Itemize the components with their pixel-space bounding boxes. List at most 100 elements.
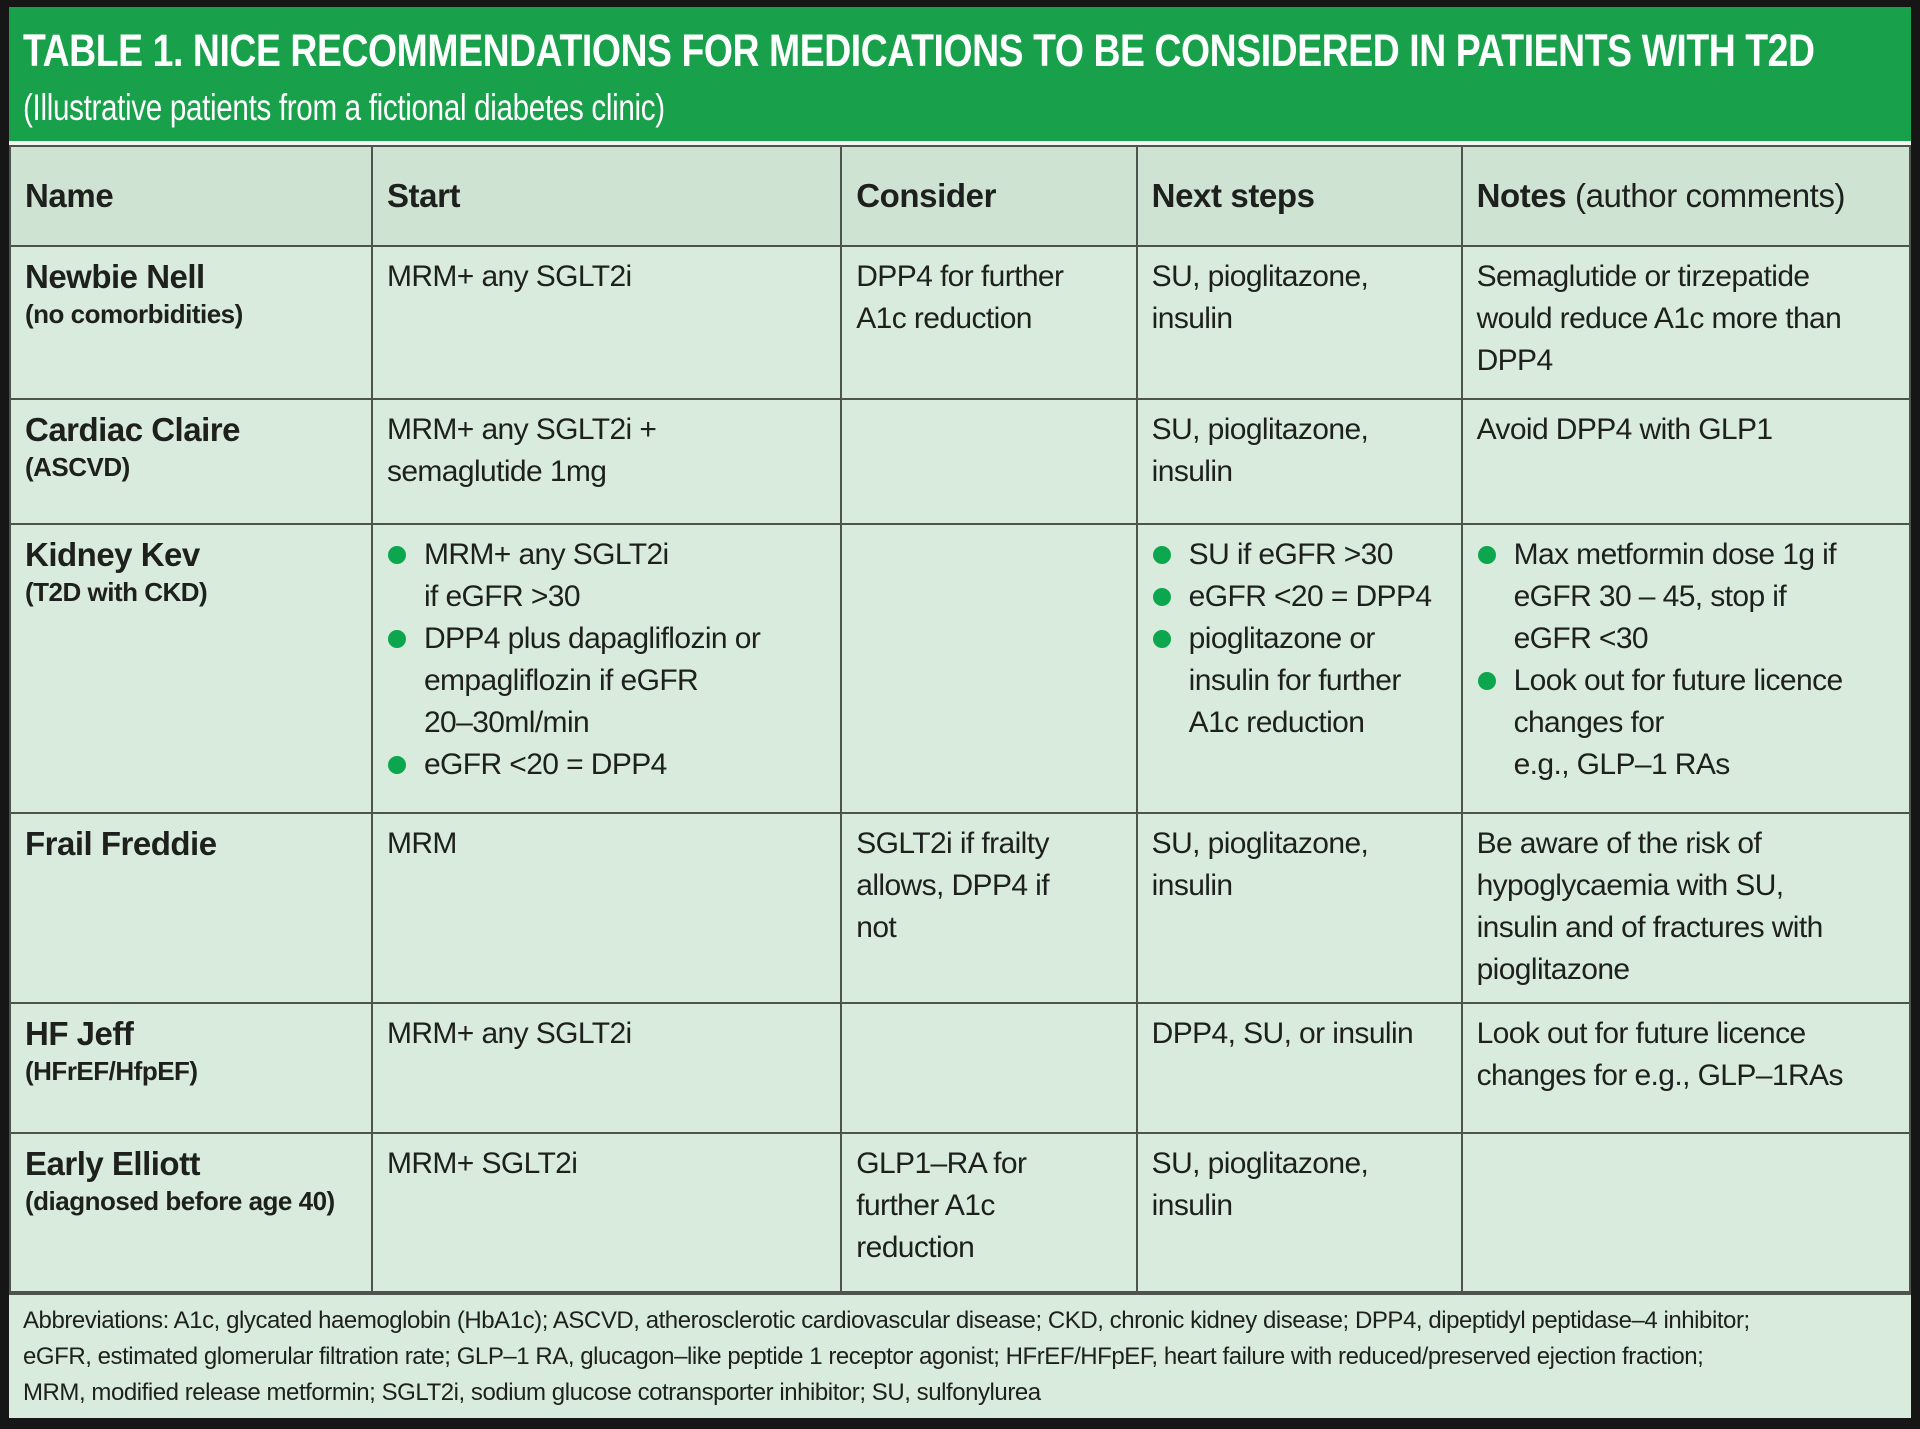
column-header-start-label: Start xyxy=(386,177,461,214)
bullet-text: Look out for future licence changes for … xyxy=(1513,664,1844,781)
cell-start: MRM+ SGLT2i xyxy=(370,1132,843,1293)
cell-patient: Frail Freddie xyxy=(9,812,373,1004)
column-header-consider-label: Consider xyxy=(856,177,997,214)
bullet-item: pioglitazone or insulin for further A1c … xyxy=(1152,618,1453,744)
cell-notes: Look out for future licence changes for … xyxy=(1460,1002,1912,1134)
cell-next-steps: SU, pioglitazone, insulin xyxy=(1135,245,1463,400)
cell-next-steps: SU if eGFR >30 eGFR <20 = DPP4 pioglitazon… xyxy=(1135,523,1463,814)
cell-text: MRM+ any SGLT2i + semaglutide 1mg xyxy=(386,413,657,488)
cell-next-steps: SU, pioglitazone, insulin xyxy=(1135,812,1463,1004)
bullet-text: MRM+ any SGLT2i if eGFR >30 xyxy=(423,538,669,613)
cell-text: Look out for future licence changes for … xyxy=(1476,1017,1844,1092)
cell-text: DPP4 for further A1c reduction xyxy=(856,260,1064,335)
bullet-dot-icon xyxy=(1477,672,1496,690)
cell-text: SU, pioglitazone, insulin xyxy=(1151,1147,1369,1222)
column-header-start: Start xyxy=(370,145,843,247)
cell-text: SU, pioglitazone, insulin xyxy=(1151,413,1369,488)
column-header-consider: Consider xyxy=(840,145,1138,247)
bullet-dot-icon xyxy=(1152,630,1171,648)
bullet-text: SU if eGFR >30 xyxy=(1188,538,1394,571)
patient-name: Cardiac Claire xyxy=(25,411,240,448)
bullet-item: SU if eGFR >30 xyxy=(1152,534,1453,576)
column-header-notes-suffix: (author comments) xyxy=(1566,177,1846,214)
cell-text: GLP1–RA for further A1c reduction xyxy=(856,1147,1027,1264)
abbreviations-footnote: Abbreviations: A1c, glycated haemoglobin… xyxy=(9,1293,1911,1418)
cell-notes: Be aware of the risk of hypoglycaemia wi… xyxy=(1460,812,1912,1004)
patient-name: Frail Freddie xyxy=(25,825,217,862)
column-header-name: Name xyxy=(9,145,373,247)
patient-qualifier: (diagnosed before age 40) xyxy=(25,1186,335,1216)
bullet-item: Max metformin dose 1g if eGFR 30 – 45, s… xyxy=(1477,534,1901,660)
cell-consider xyxy=(840,523,1138,814)
cell-notes: Semaglutide or tirzepatide would reduce … xyxy=(1460,245,1912,400)
column-header-notes-label: Notes xyxy=(1476,177,1567,214)
cell-consider xyxy=(840,398,1138,525)
bullet-dot-icon xyxy=(1477,546,1496,564)
bullet-text: pioglitazone or insulin for further A1c … xyxy=(1188,622,1402,739)
table-row: HF Jeff (HFrEF/HfpEF) MRM+ any SGLT2i DP… xyxy=(9,1002,1912,1134)
cell-consider: DPP4 for further A1c reduction xyxy=(840,245,1138,400)
bullet-dot-icon xyxy=(387,546,406,564)
cell-text: MRM xyxy=(386,827,457,860)
bullet-list: SU if eGFR >30 eGFR <20 = DPP4 pioglitazon… xyxy=(1152,534,1453,744)
table-row: Frail Freddie MRM SGLT2i if frailty allo… xyxy=(9,812,1912,1004)
table-body: Newbie Nell (no comorbidities) MRM+ any … xyxy=(9,245,1912,1293)
bullet-item: Look out for future licence changes for … xyxy=(1477,660,1901,786)
bullet-list: Max metformin dose 1g if eGFR 30 – 45, s… xyxy=(1477,534,1901,786)
cell-notes: Max metformin dose 1g if eGFR 30 – 45, s… xyxy=(1460,523,1912,814)
cell-patient: HF Jeff (HFrEF/HfpEF) xyxy=(9,1002,373,1134)
table-container: Name Start Consider Next steps Notes (au… xyxy=(9,141,1912,1293)
bullet-text: eGFR <20 = DPP4 xyxy=(1188,580,1432,613)
table-row: Early Elliott (diagnosed before age 40) … xyxy=(9,1132,1912,1293)
table-row: Cardiac Claire (ASCVD) MRM+ any SGLT2i +… xyxy=(9,398,1912,525)
cell-start: MRM+ any SGLT2i xyxy=(370,1002,843,1134)
patient-qualifier: (no comorbidities) xyxy=(25,299,243,329)
cell-text: MRM+ any SGLT2i xyxy=(386,260,632,293)
table-row: Kidney Kev (T2D with CKD) MRM+ any SGLT2… xyxy=(9,523,1912,814)
column-header-next-steps-label: Next steps xyxy=(1151,177,1315,214)
patient-name: HF Jeff xyxy=(25,1015,134,1052)
bullet-dot-icon xyxy=(1152,588,1171,606)
bullet-item: MRM+ any SGLT2i if eGFR >30 xyxy=(387,534,832,618)
cell-text: Semaglutide or tirzepatide would reduce … xyxy=(1476,260,1842,377)
cell-consider: GLP1–RA for further A1c reduction xyxy=(840,1132,1138,1293)
cell-patient: Kidney Kev (T2D with CKD) xyxy=(9,523,373,814)
cell-text: MRM+ SGLT2i xyxy=(386,1147,578,1180)
cell-text: Be aware of the risk of hypoglycaemia wi… xyxy=(1476,827,1824,986)
column-header-name-label: Name xyxy=(25,177,114,214)
patient-name: Early Elliott xyxy=(25,1145,201,1182)
table-title: TABLE 1. NICE RECOMMENDATIONS FOR MEDICA… xyxy=(23,25,1815,76)
cell-start: MRM xyxy=(370,812,843,1004)
medications-table: Name Start Consider Next steps Notes (au… xyxy=(9,145,1912,1293)
column-header-notes: Notes (author comments) xyxy=(1460,145,1912,247)
bullet-text: DPP4 plus dapagliflozin or empagliflozin… xyxy=(423,622,761,739)
bullet-item: eGFR <20 = DPP4 xyxy=(1152,576,1453,618)
cell-patient: Newbie Nell (no comorbidities) xyxy=(9,245,373,400)
cell-start: MRM+ any SGLT2i if eGFR >30 DPP4 plus dap… xyxy=(370,523,843,814)
cell-next-steps: SU, pioglitazone, insulin xyxy=(1135,1132,1463,1293)
bullet-dot-icon xyxy=(1152,546,1171,564)
cell-consider xyxy=(840,1002,1138,1134)
table-row: Newbie Nell (no comorbidities) MRM+ any … xyxy=(9,245,1912,400)
cell-patient: Cardiac Claire (ASCVD) xyxy=(9,398,373,525)
bullet-dot-icon xyxy=(387,630,406,648)
cell-start: MRM+ any SGLT2i xyxy=(370,245,843,400)
bullet-dot-icon xyxy=(387,756,406,774)
cell-notes xyxy=(1460,1132,1912,1293)
cell-next-steps: SU, pioglitazone, insulin xyxy=(1135,398,1463,525)
table-subtitle: (Illustrative patients from a fictional … xyxy=(23,87,665,128)
cell-patient: Early Elliott (diagnosed before age 40) xyxy=(9,1132,373,1293)
bullet-item: DPP4 plus dapagliflozin or empagliflozin… xyxy=(387,618,832,744)
table-banner: TABLE 1. NICE RECOMMENDATIONS FOR MEDICA… xyxy=(9,7,1911,141)
cell-text: Avoid DPP4 with GLP1 xyxy=(1476,413,1774,446)
patient-name: Newbie Nell xyxy=(25,258,205,295)
cell-text: SU, pioglitazone, insulin xyxy=(1151,260,1369,335)
patient-qualifier: (HFrEF/HfpEF) xyxy=(25,1056,198,1086)
bullet-list: MRM+ any SGLT2i if eGFR >30 DPP4 plus dap… xyxy=(387,534,832,786)
cell-next-steps: DPP4, SU, or insulin xyxy=(1135,1002,1463,1134)
cell-notes: Avoid DPP4 with GLP1 xyxy=(1460,398,1912,525)
cell-text: SGLT2i if frailty allows, DPP4 if not xyxy=(856,827,1049,944)
header-row: Name Start Consider Next steps Notes (au… xyxy=(9,145,1912,247)
patient-name: Kidney Kev xyxy=(25,536,200,573)
